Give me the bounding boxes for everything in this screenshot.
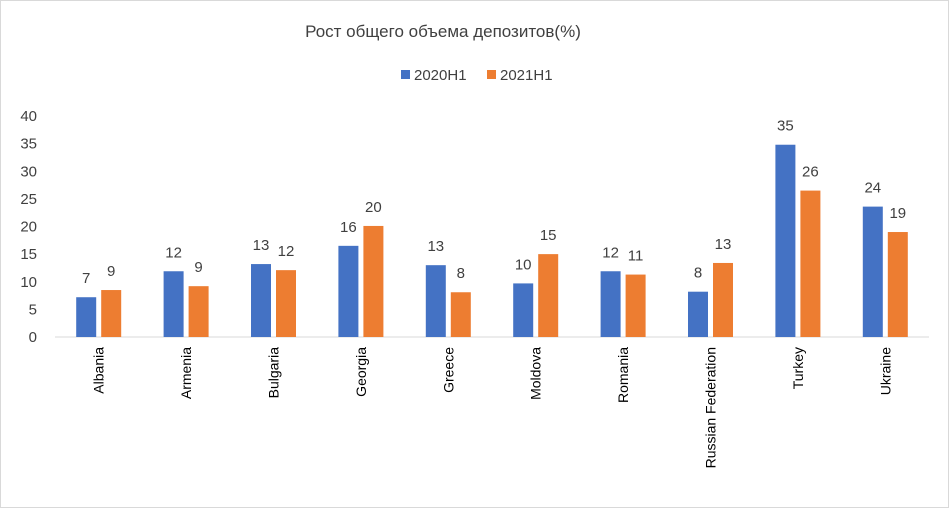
data-label: 10 <box>515 256 532 273</box>
y-tick-label: 20 <box>20 219 37 236</box>
data-label: 12 <box>278 243 295 260</box>
data-label: 9 <box>194 259 202 276</box>
bar <box>425 265 446 337</box>
data-label: 13 <box>253 237 270 254</box>
category-label: Bulgaria <box>266 347 282 399</box>
data-label: 20 <box>365 199 382 216</box>
bar <box>188 286 209 337</box>
y-axis: 0 5 10 15 20 25 30 35 40 <box>20 108 37 346</box>
category-label: Ukraine <box>877 347 893 395</box>
bar <box>513 283 534 337</box>
data-label: 13 <box>715 236 732 253</box>
legend-swatch <box>487 70 496 79</box>
legend-swatch <box>401 70 410 79</box>
category-label: Armenia <box>178 347 194 399</box>
data-label: 11 <box>628 248 644 265</box>
bar <box>76 297 97 337</box>
y-tick-label: 5 <box>29 301 37 318</box>
bar <box>862 206 883 337</box>
category-label: Turkey <box>790 347 806 389</box>
legend-label: 2021H1 <box>500 67 553 84</box>
category-label: Albania <box>91 347 107 394</box>
bar <box>887 232 908 337</box>
data-label: 8 <box>457 265 465 282</box>
data-label: 13 <box>427 238 444 255</box>
y-tick-label: 40 <box>20 108 37 125</box>
data-label: 35 <box>777 118 794 135</box>
legend: 2020H1 2021H1 <box>401 67 553 84</box>
chart-title: Рост общего объема депозитов(%) <box>305 22 581 41</box>
bar <box>600 271 621 337</box>
data-label: 9 <box>107 263 115 280</box>
data-label: 8 <box>694 265 702 282</box>
category-label: Romania <box>615 347 631 403</box>
y-tick-label: 0 <box>29 329 37 346</box>
bar <box>800 190 821 337</box>
bar <box>101 290 122 337</box>
bar <box>450 292 471 337</box>
y-tick-label: 35 <box>20 136 37 153</box>
y-tick-label: 30 <box>20 163 37 180</box>
bar <box>625 274 646 337</box>
legend-label: 2020H1 <box>414 67 467 84</box>
data-label: 24 <box>864 180 881 197</box>
bar <box>251 264 271 337</box>
data-label: 19 <box>889 205 906 222</box>
y-tick-label: 10 <box>20 274 37 291</box>
bar <box>688 291 708 337</box>
category-label: Russian Federation <box>703 347 719 468</box>
category-labels: Albania Armenia Bulgaria Georgia Greece Moldo… <box>91 347 894 469</box>
category-label: Georgia <box>353 347 369 397</box>
data-label: 15 <box>540 227 557 244</box>
bar <box>538 254 559 337</box>
category-label: Greece <box>440 347 456 393</box>
bar <box>163 271 184 337</box>
bar <box>713 262 733 337</box>
category-label: Moldova <box>528 347 544 400</box>
bar <box>338 245 359 337</box>
data-label: 26 <box>802 164 819 181</box>
bar <box>775 144 796 337</box>
bar <box>276 270 296 337</box>
bars <box>76 144 908 337</box>
data-label: 7 <box>82 270 90 287</box>
y-tick-label: 25 <box>20 191 37 208</box>
y-tick-label: 15 <box>20 246 37 263</box>
data-label: 16 <box>340 219 357 236</box>
data-label: 12 <box>602 244 619 261</box>
data-label: 12 <box>165 244 182 261</box>
bar <box>363 225 384 337</box>
